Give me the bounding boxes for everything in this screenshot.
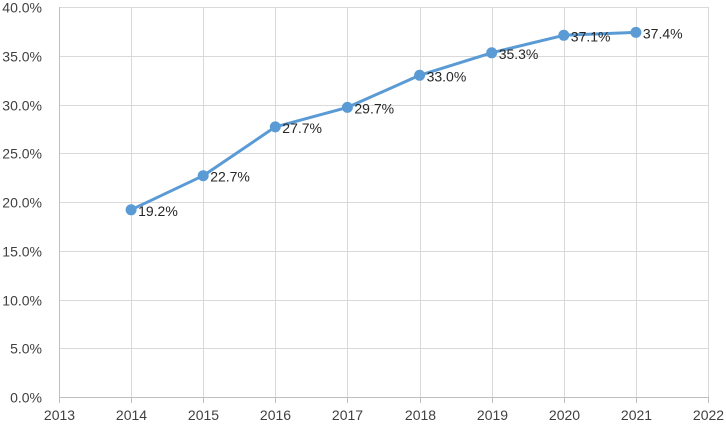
data-label: 27.7% <box>282 120 322 136</box>
x-tick-label: 2019 <box>477 407 508 423</box>
x-tick-label: 2015 <box>188 407 219 423</box>
axes <box>59 7 709 403</box>
y-tick-label: 0.0% <box>10 390 42 406</box>
series-line <box>130 30 636 212</box>
y-gridlines <box>59 7 708 349</box>
data-point <box>197 170 209 182</box>
x-tick-label: 2022 <box>693 407 724 423</box>
x-tick-label: 2013 <box>44 407 75 423</box>
x-tick-label: 2014 <box>116 407 147 423</box>
data-point <box>341 101 353 113</box>
data-point <box>486 47 498 59</box>
data-labels: 19.2% 22.7% 27.7% 29.7% 33.0% 35.3% 37.1% 37.4% <box>138 25 683 218</box>
data-label: 35.3% <box>499 46 539 62</box>
y-tick-label: 15.0% <box>2 244 42 260</box>
y-tick-label: 30.0% <box>2 98 42 114</box>
data-label: 37.1% <box>571 28 611 44</box>
y-tick-label: 25.0% <box>2 146 42 162</box>
x-tick-label: 2018 <box>405 407 436 423</box>
x-tick-label: 2020 <box>549 407 580 423</box>
data-point <box>269 121 281 133</box>
x-tick-label: 2016 <box>260 407 291 423</box>
data-point <box>414 69 426 81</box>
y-tick-label: 35.0% <box>2 49 42 65</box>
data-point <box>558 29 570 41</box>
series <box>125 26 642 216</box>
y-tick-label: 10.0% <box>2 293 42 309</box>
x-gridlines <box>131 7 709 397</box>
x-tick-label: 2017 <box>332 407 363 423</box>
data-label: 37.4% <box>643 25 683 41</box>
y-tick-label: 20.0% <box>2 195 42 211</box>
data-label: 33.0% <box>427 68 467 84</box>
x-tick-label: 2021 <box>621 407 652 423</box>
data-label: 29.7% <box>354 100 394 116</box>
data-point <box>630 26 642 38</box>
y-tick-label: 40.0% <box>2 0 42 16</box>
y-tick-labels: 0.0% 5.0% 10.0% 15.0% 20.0% 25.0% 30.0% 35.0% 40… <box>2 0 42 406</box>
data-label: 22.7% <box>210 169 250 185</box>
y-tick-label: 5.0% <box>10 341 42 357</box>
x-tick-labels: 2013 2014 2015 2016 2017 2018 2019 2020 2021 2022 <box>44 407 724 423</box>
data-point <box>125 204 137 216</box>
data-label: 19.2% <box>138 203 178 219</box>
